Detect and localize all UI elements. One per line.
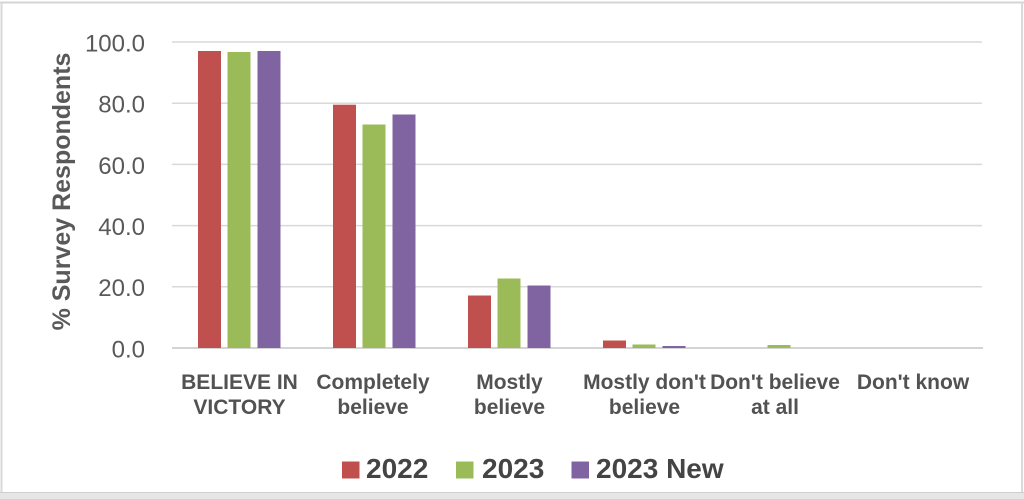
svg-text:believe: believe [337, 396, 408, 419]
svg-text:Don't know: Don't know [857, 371, 970, 394]
svg-text:80.0: 80.0 [98, 92, 145, 119]
svg-text:Mostly don't: Mostly don't [583, 371, 706, 394]
svg-text:at all: at all [751, 396, 799, 419]
svg-text:2023: 2023 [482, 453, 544, 484]
svg-text:40.0: 40.0 [98, 214, 145, 241]
svg-text:believe: believe [474, 396, 545, 419]
svg-text:believe: believe [609, 396, 680, 419]
svg-text:Don't believe: Don't believe [710, 371, 840, 394]
svg-text:Completely: Completely [316, 371, 430, 394]
svg-text:20.0: 20.0 [98, 275, 145, 302]
svg-text:% Survey Respondents: % Survey Respondents [48, 53, 76, 331]
svg-text:0.0: 0.0 [112, 336, 145, 363]
svg-text:BELIEVE IN: BELIEVE IN [181, 371, 298, 394]
svg-text:Mostly: Mostly [476, 371, 543, 394]
svg-text:60.0: 60.0 [98, 153, 145, 180]
svg-text:100.0: 100.0 [85, 30, 145, 57]
svg-text:VICTORY: VICTORY [193, 396, 285, 419]
svg-text:2022: 2022 [366, 453, 428, 484]
svg-text:2023 New: 2023 New [596, 453, 724, 484]
